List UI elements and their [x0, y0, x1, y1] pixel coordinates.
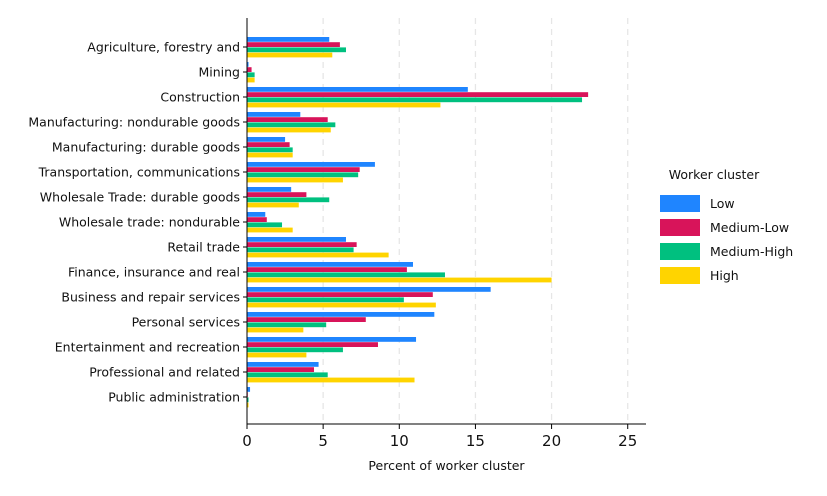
bar-high-2 [247, 102, 441, 108]
bar-low-3 [247, 112, 301, 117]
bar-low-11 [247, 312, 435, 317]
legend-label-low: Low [710, 196, 735, 211]
legend-label-medium-low: Medium-Low [710, 220, 789, 235]
bar-high-3 [247, 127, 331, 133]
legend-swatch-low [660, 195, 700, 212]
category-label: Wholesale trade: nondurable [59, 215, 240, 230]
bar-medium-low-12 [247, 342, 378, 347]
legend-label-medium-high: Medium-High [710, 244, 793, 259]
category-label: Professional and related [89, 365, 240, 380]
bar-medium-low-11 [247, 317, 366, 322]
bar-low-8 [247, 237, 346, 242]
bar-high-4 [247, 152, 293, 158]
x-tick-label: 5 [318, 432, 328, 450]
bar-medium-low-1 [247, 67, 252, 72]
bar-low-6 [247, 187, 292, 192]
bar-medium-high-5 [247, 172, 359, 178]
axes [243, 18, 646, 429]
category-label: Public administration [108, 390, 240, 405]
bar-medium-high-1 [247, 72, 255, 78]
grid-lines [322, 18, 629, 424]
bar-low-13 [247, 362, 319, 367]
bar-medium-high-3 [247, 122, 336, 128]
bar-medium-low-7 [247, 217, 267, 222]
bar-medium-high-6 [247, 197, 330, 203]
bar-low-0 [247, 37, 330, 42]
legend-swatch-medium-low [660, 219, 700, 236]
bar-medium-low-5 [247, 167, 360, 172]
category-label: Transportation, communications [38, 165, 240, 180]
x-tick-label: 25 [618, 432, 637, 450]
category-label: Mining [198, 65, 240, 80]
legend-swatch-high [660, 267, 700, 284]
bar-medium-low-8 [247, 242, 357, 247]
bar-high-8 [247, 252, 389, 258]
bar-high-5 [247, 177, 343, 183]
category-label: Agriculture, forestry and [87, 40, 240, 55]
bar-low-4 [247, 137, 286, 142]
bar-high-1 [247, 77, 255, 83]
bar-medium-low-4 [247, 142, 290, 147]
x-axis-title: Percent of worker cluster [368, 458, 525, 473]
bar-medium-high-8 [247, 247, 354, 253]
category-label: Retail trade [167, 240, 240, 255]
legend-swatch-medium-high [660, 243, 700, 260]
x-tick-labels: 0 5 10 15 20 25 [242, 432, 637, 450]
category-label: Construction [160, 90, 240, 105]
x-tick-label: 20 [542, 432, 561, 450]
bar-high-10 [247, 302, 436, 308]
category-label: Personal services [132, 315, 240, 330]
bar-medium-high-13 [247, 372, 328, 378]
bar-medium-high-0 [247, 47, 346, 53]
category-label: Finance, insurance and real [68, 265, 240, 280]
bar-low-9 [247, 262, 413, 267]
bar-medium-high-10 [247, 297, 404, 303]
bar-low-5 [247, 162, 375, 167]
bar-high-9 [247, 277, 552, 283]
bar-medium-high-2 [247, 97, 583, 103]
bars [247, 37, 589, 408]
bar-medium-high-14 [247, 397, 249, 403]
category-label: Entertainment and recreation [55, 340, 240, 355]
bar-low-1 [247, 62, 249, 67]
legend-label-high: High [710, 268, 739, 283]
legend: Worker cluster Low Medium-Low Medium-High H… [660, 167, 793, 284]
bar-low-10 [247, 287, 491, 292]
bar-medium-high-7 [247, 222, 283, 228]
bar-high-13 [247, 377, 415, 383]
bar-low-14 [247, 387, 251, 392]
bar-low-7 [247, 212, 266, 217]
bar-medium-high-11 [247, 322, 327, 328]
category-label: Business and repair services [61, 290, 240, 305]
category-labels: Agriculture, forestry and Mining Construct… [28, 40, 240, 405]
bar-medium-low-10 [247, 292, 433, 297]
category-label: Manufacturing: nondurable goods [28, 115, 240, 130]
bar-high-0 [247, 52, 333, 58]
bar-high-6 [247, 202, 299, 208]
bar-high-7 [247, 227, 293, 233]
x-tick-label: 0 [242, 432, 252, 450]
category-label: Manufacturing: durable goods [52, 140, 240, 155]
bar-medium-low-6 [247, 192, 307, 197]
bar-medium-high-12 [247, 347, 343, 353]
legend-title: Worker cluster [669, 167, 760, 182]
bar-high-14 [247, 402, 249, 408]
bar-medium-low-0 [247, 42, 340, 47]
x-tick-label: 10 [390, 432, 409, 450]
bar-low-2 [247, 87, 468, 92]
bar-medium-low-3 [247, 117, 328, 122]
bar-low-12 [247, 337, 417, 342]
bar-medium-high-4 [247, 147, 293, 153]
bar-medium-low-2 [247, 92, 589, 97]
bar-high-12 [247, 352, 307, 358]
bar-medium-high-9 [247, 272, 445, 278]
bar-medium-low-9 [247, 267, 407, 272]
bar-medium-low-13 [247, 367, 315, 372]
category-label: Wholesale Trade: durable goods [40, 190, 240, 205]
bar-high-11 [247, 327, 304, 333]
x-tick-label: 15 [466, 432, 485, 450]
